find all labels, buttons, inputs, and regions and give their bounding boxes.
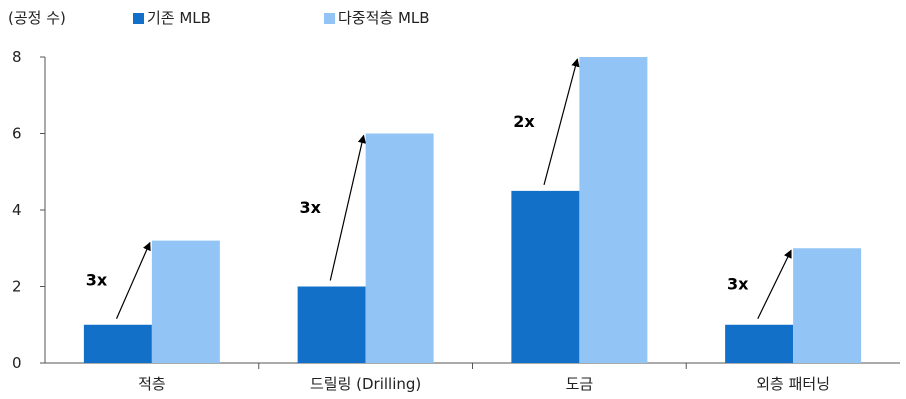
- y-tick-label: 4: [12, 201, 22, 219]
- category-label: 도금: [566, 375, 594, 393]
- growth-arrow: [329, 134, 367, 281]
- category-label: 적층: [138, 375, 166, 393]
- y-ticks: 0 2 4 6 8: [12, 48, 45, 372]
- bar-multilayer-mlb: [365, 133, 434, 363]
- legend-label-existing: 기존 MLB: [147, 9, 211, 27]
- legend: 기존 MLB 다중적층 MLB: [133, 9, 430, 27]
- growth-arrow: [757, 249, 792, 320]
- bar-existing-mlb: [725, 324, 794, 363]
- bar-existing-mlb: [83, 324, 152, 363]
- x-ticks: [258, 363, 687, 369]
- y-tick-label: 2: [12, 278, 22, 296]
- category-label: 외층 패터닝: [756, 375, 830, 393]
- y-tick-label: 0: [12, 354, 22, 372]
- multiplier-label: 3x: [727, 275, 749, 294]
- bar-multilayer-mlb: [579, 57, 648, 363]
- category-labels: 적층 드릴링 (Drilling) 도금 외층 패터닝: [138, 375, 830, 393]
- legend-label-multilayer: 다중적층 MLB: [338, 9, 430, 27]
- bar-multilayer-mlb: [793, 248, 862, 363]
- y-unit-label: (공정 수): [8, 9, 66, 27]
- y-tick-label: 8: [12, 48, 22, 66]
- annotations: 3x 3x 2x 3x: [86, 58, 792, 320]
- category-label: 드릴링 (Drilling): [310, 375, 421, 393]
- bar-existing-mlb: [511, 190, 580, 363]
- multiplier-label: 2x: [513, 112, 535, 131]
- multiplier-label: 3x: [86, 271, 108, 290]
- bar-existing-mlb: [297, 286, 366, 363]
- bar-multilayer-mlb: [151, 240, 220, 363]
- y-tick-label: 6: [12, 125, 22, 143]
- growth-arrow: [543, 58, 580, 186]
- bars: [83, 57, 862, 363]
- growth-arrow: [115, 241, 151, 319]
- legend-swatch-existing: [133, 13, 144, 24]
- legend-swatch-multilayer: [324, 13, 335, 24]
- multiplier-label: 3x: [300, 198, 322, 217]
